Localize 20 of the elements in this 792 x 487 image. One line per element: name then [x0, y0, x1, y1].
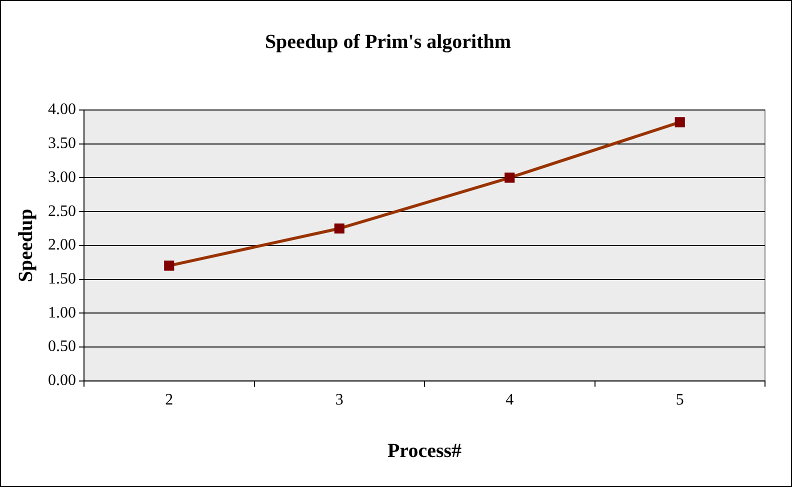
- chart-title: Speedup of Prim's algorithm: [264, 31, 512, 54]
- y-tick-label: 2.50: [48, 202, 76, 220]
- x-tick-label: 2: [165, 392, 174, 409]
- y-tick-label: 3.00: [48, 168, 76, 186]
- y-tick-label: 3.50: [48, 135, 76, 152]
- y-tick-label: 4.00: [48, 101, 76, 118]
- point: [674, 117, 685, 128]
- point: [504, 172, 515, 183]
- y-tick-label: 0.50: [48, 338, 76, 356]
- x-axis-title: Process#: [387, 440, 462, 462]
- x-tick-label: 3: [335, 392, 344, 409]
- point: [334, 223, 344, 234]
- y-tick-label: 0.00: [48, 372, 76, 390]
- y-tick-label: 1.50: [48, 270, 76, 288]
- x-tick-label: 4: [506, 392, 514, 409]
- y-axis-title: Speedup: [15, 208, 38, 282]
- y-tick-label: 1.00: [48, 304, 76, 322]
- x-tick-label: 5: [676, 392, 684, 409]
- point: [164, 260, 174, 271]
- y-tick-label: 2.00: [48, 236, 76, 254]
